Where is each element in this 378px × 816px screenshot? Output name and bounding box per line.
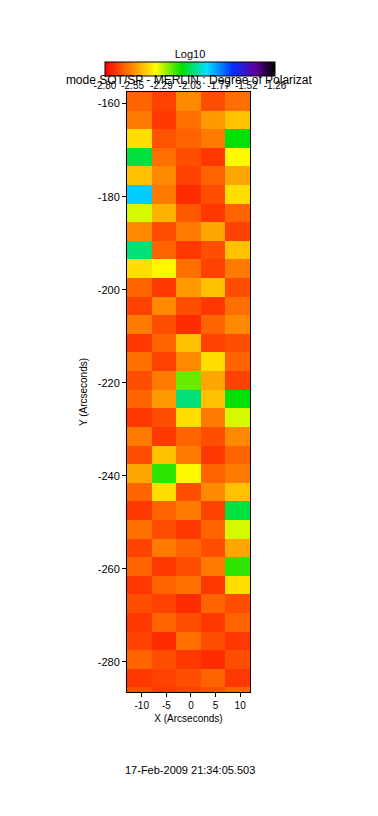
svg-text:0: 0 (188, 700, 194, 711)
svg-text:-1.52: -1.52 (235, 80, 258, 91)
svg-text:-2.03: -2.03 (179, 80, 202, 91)
svg-text:17-Feb-2009 21:34:05.503: 17-Feb-2009 21:34:05.503 (125, 764, 255, 776)
svg-text:mode SOT/SP - MERLIN : Degree: mode SOT/SP - MERLIN : Degree of Polariz… (66, 73, 313, 87)
svg-text:-260: -260 (98, 563, 120, 575)
svg-text:-1.26: -1.26 (264, 80, 287, 91)
svg-text:-2.55: -2.55 (121, 80, 144, 91)
svg-text:-160: -160 (98, 97, 120, 109)
svg-text:-10: -10 (135, 700, 150, 711)
svg-text:X (Arcseconds): X (Arcseconds) (154, 713, 222, 724)
svg-text:-180: -180 (98, 191, 120, 203)
svg-text:-240: -240 (98, 470, 120, 482)
svg-text:5: 5 (213, 700, 219, 711)
svg-text:Y (Arcseconds): Y (Arcseconds) (78, 358, 89, 426)
svg-text:-1.77: -1.77 (207, 80, 230, 91)
svg-text:Log10: Log10 (175, 48, 206, 60)
svg-text:-2.29: -2.29 (150, 80, 173, 91)
svg-text:-5: -5 (162, 700, 171, 711)
svg-text:-2.80: -2.80 (94, 80, 117, 91)
svg-text:-200: -200 (98, 284, 120, 296)
svg-text:-220: -220 (98, 377, 120, 389)
svg-text:-280: -280 (98, 656, 120, 668)
svg-text:10: 10 (235, 700, 247, 711)
